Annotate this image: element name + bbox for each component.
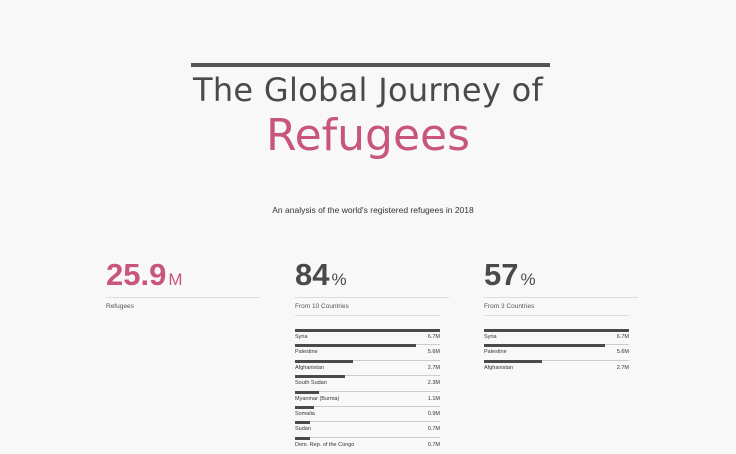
page-title: The Global Journey of: [192, 71, 544, 109]
bar-track: [295, 390, 440, 392]
bar-fill: [295, 344, 417, 348]
country-name: Dem. Rep. of the Congo: [295, 441, 355, 448]
bar-fill: [295, 329, 440, 332]
country-value: 2.3M: [427, 380, 440, 387]
country-name: Palestine: [484, 349, 507, 356]
page-subtitle: An analysis of the world's registered re…: [272, 205, 474, 215]
stat-caption: From 3 Countries: [484, 303, 535, 310]
country-row: Afghanistan 2.7M: [484, 359, 629, 375]
page-title-highlight: Refugees: [265, 110, 471, 161]
bar-track: [295, 436, 440, 438]
divider: [106, 297, 260, 298]
stat-value: 57%: [484, 257, 536, 292]
bar-fill: [295, 405, 315, 409]
stat-caption: Refugees: [106, 303, 134, 310]
country-row: Palestine 5.6M: [484, 344, 629, 359]
stat-top3-share: 57% From 3 Countries: [484, 258, 638, 310]
country-name: South Sudan: [295, 380, 327, 387]
country-row: Afghanistan 2.7M: [295, 359, 440, 375]
divider: [295, 297, 449, 298]
top3-countries-list: Syria 6.7M Palestine 5.6M Afghanistan 2.7M: [484, 329, 629, 375]
country-value: 0.7M: [427, 441, 440, 448]
stat-unit: M: [168, 270, 183, 289]
country-name: Somalia: [295, 410, 315, 417]
country-value: 2.7M: [427, 364, 440, 371]
country-name: Syria: [484, 334, 497, 340]
title-rule: [191, 63, 550, 67]
stat-caption: From 10 Countries: [295, 303, 349, 310]
bar-track: [295, 359, 440, 361]
bar-fill: [484, 359, 543, 363]
bar-track: [295, 421, 440, 423]
country-name: Afghanistan: [295, 364, 325, 371]
country-value: 6.7M: [427, 334, 440, 340]
country-name: Palestine: [295, 349, 318, 356]
country-value: 0.7M: [427, 426, 440, 433]
divider: [295, 315, 440, 316]
country-name: Myanmar (Burma): [295, 395, 340, 402]
bar-track: [295, 375, 440, 377]
bar-fill: [484, 329, 629, 332]
bar-fill: [295, 436, 311, 440]
country-row: Syria 6.7M: [295, 329, 440, 344]
top10-countries-list: Syria 6.7M Palestine 5.6M Afghanistan 2.7M Sou…: [295, 329, 440, 452]
divider: [484, 297, 638, 298]
divider: [484, 315, 629, 316]
bar-fill: [295, 375, 345, 379]
country-value: 5.6M: [427, 349, 440, 356]
stat-value: 25.9 M: [106, 257, 183, 292]
bar-track: [484, 359, 629, 361]
stat-unit: %: [520, 270, 536, 289]
country-row: Myanmar (Burma) 1.1M: [295, 390, 440, 406]
stat-top10-share: 84% From 10 Countries: [295, 258, 449, 310]
stat-value: 84%: [295, 257, 347, 292]
bar-track: [295, 405, 440, 407]
country-row: South Sudan 2.3M: [295, 375, 440, 390]
country-row: Somalia 0.9M: [295, 405, 440, 421]
bar-fill: [295, 359, 354, 363]
country-value: 5.6M: [616, 349, 629, 356]
country-name: Syria: [295, 334, 308, 340]
country-name: Sudan: [295, 426, 311, 433]
stat-unit: %: [331, 270, 347, 289]
country-value: 2.7M: [616, 364, 629, 371]
bar-fill: [295, 390, 319, 394]
country-value: 6.7M: [616, 334, 629, 340]
country-name: Afghanistan: [484, 364, 514, 371]
country-row: Palestine 5.6M: [295, 344, 440, 359]
country-row: Syria 6.7M: [484, 329, 629, 344]
country-value: 1.1M: [427, 395, 440, 402]
country-row: Dem. Rep. of the Congo 0.7M: [295, 436, 440, 452]
country-row: Sudan 0.7M: [295, 421, 440, 436]
country-value: 0.9M: [427, 410, 440, 417]
bar-fill: [484, 344, 606, 348]
bar-fill: [295, 421, 311, 425]
stat-total-refugees: 25.9 M Refugees: [106, 258, 260, 310]
